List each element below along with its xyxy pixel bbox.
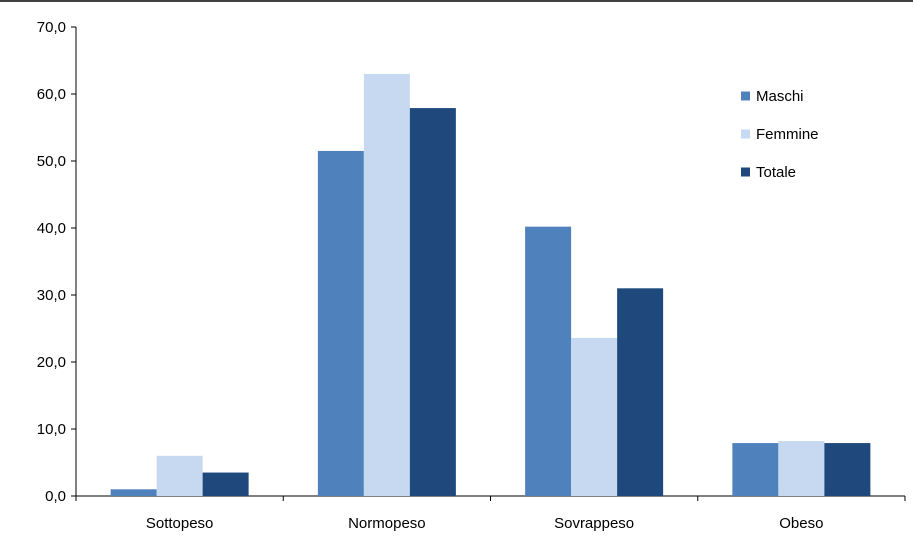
legend-swatch xyxy=(741,129,750,139)
bar-totale-sovrappeso xyxy=(617,288,664,496)
bar-totale-obeso xyxy=(824,443,871,496)
y-tick-label: 40,0 xyxy=(37,220,66,237)
bar-femmine-sovrappeso xyxy=(571,337,618,496)
x-tick-label: Normopeso xyxy=(348,515,426,532)
x-tick-label: Sovrappeso xyxy=(554,515,634,532)
y-tick-label: 50,0 xyxy=(37,153,66,170)
y-tick-label: 20,0 xyxy=(37,354,66,371)
bar-maschi-normopeso xyxy=(317,150,364,496)
legend-swatch xyxy=(741,91,750,101)
y-tick-label: 0,0 xyxy=(45,488,66,505)
bars xyxy=(110,73,871,497)
legend-label: Femmine xyxy=(756,126,819,143)
bar-femmine-normopeso xyxy=(363,73,410,497)
y-tick-label: 60,0 xyxy=(37,86,66,103)
x-tick-label: Obeso xyxy=(779,515,823,532)
bar-maschi-obeso xyxy=(732,443,779,496)
legend-label: Totale xyxy=(756,164,796,181)
legend-label: Maschi xyxy=(756,88,804,105)
legend: Maschi Femmine Totale xyxy=(741,88,819,181)
y-tick-label: 30,0 xyxy=(37,287,66,304)
bar-totale-normopeso xyxy=(409,108,456,496)
bar-femmine-obeso xyxy=(778,441,825,496)
x-axis: Sottopeso Normopeso Sovrappeso Obeso xyxy=(75,495,906,532)
y-tick-label: 70,0 xyxy=(37,19,66,36)
legend-swatch xyxy=(741,167,750,177)
bar-maschi-sovrappeso xyxy=(525,226,572,496)
y-axis: 0,0 10,0 20,0 30,0 40,0 50,0 60,0 70,0 xyxy=(37,19,77,505)
bar-maschi-sottopeso xyxy=(110,489,157,496)
bar-totale-sottopeso xyxy=(202,472,249,496)
y-tick-label: 10,0 xyxy=(37,421,66,438)
bar-femmine-sottopeso xyxy=(156,455,203,496)
x-tick-label: Sottopeso xyxy=(146,515,214,532)
